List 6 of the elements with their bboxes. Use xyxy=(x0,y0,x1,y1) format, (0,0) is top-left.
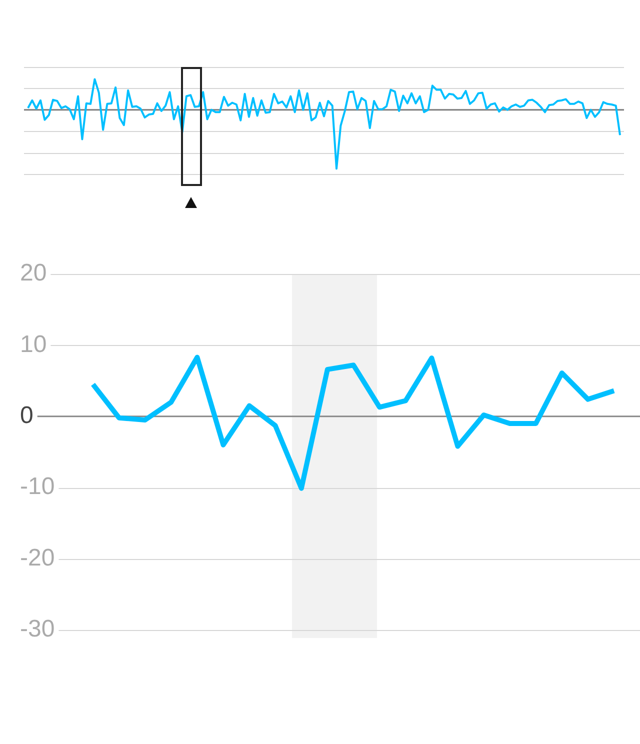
y-tick-label: 0 xyxy=(20,402,34,430)
y-tick-label: -30 xyxy=(20,616,55,643)
y-tick-label: 10 xyxy=(20,330,47,358)
y-tick-label: -20 xyxy=(20,544,55,572)
y-tick-label: 20 xyxy=(20,260,47,287)
y-tick-label: -10 xyxy=(20,473,55,500)
